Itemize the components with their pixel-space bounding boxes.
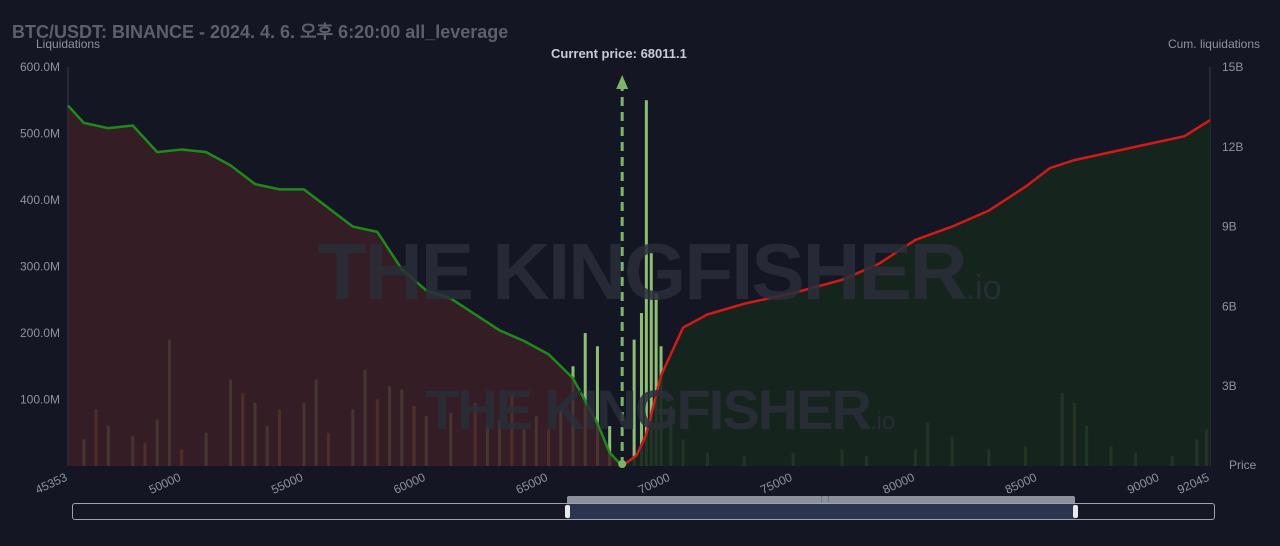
y-tick-label: 100.0M xyxy=(20,393,60,407)
watermark-small: THE KINGFISHER.io xyxy=(425,378,896,441)
long-side-area xyxy=(622,120,1210,466)
x-tick-label: 65000 xyxy=(514,470,550,497)
long-cum-line xyxy=(621,119,1211,468)
x-tick-label: 45353 xyxy=(33,470,69,497)
y-tick-label: 200.0M xyxy=(20,326,60,340)
liquidation-bar xyxy=(632,339,636,466)
current-price-dot xyxy=(618,460,627,468)
liquidation-bar xyxy=(608,426,612,466)
x-tick-label: 80000 xyxy=(881,470,917,497)
x-tick-label: 60000 xyxy=(391,470,427,497)
liquidation-bar xyxy=(639,313,643,466)
range-navigator-selection[interactable] xyxy=(567,504,1075,519)
y2-tick-label: 12B xyxy=(1222,140,1243,154)
chart-title: BTC/USDT: BINANCE - 2024. 4. 6. 오후 6:20:… xyxy=(12,22,509,42)
x-tick-label: 70000 xyxy=(636,470,672,497)
liquidation-bar xyxy=(649,253,653,466)
right-axis-label: Cum. liquidations xyxy=(1167,37,1260,51)
y-tick-label: 500.0M xyxy=(20,127,60,141)
x-tick-label: 92045 xyxy=(1175,470,1211,497)
range-handle-left[interactable] xyxy=(565,505,570,518)
watermark-large: THE KINGFISHER.io xyxy=(318,227,1002,316)
liquidation-bar xyxy=(595,346,599,466)
liquidation-bar xyxy=(654,293,658,466)
x-tick-label: 55000 xyxy=(269,470,305,497)
current-price-label: Current price: 68011.1 xyxy=(551,46,687,61)
liquidation-bar xyxy=(644,100,648,466)
y2-tick-label: 3B xyxy=(1222,379,1237,393)
x-tick-label: 90000 xyxy=(1125,470,1161,497)
x-tick-label: 75000 xyxy=(758,470,794,497)
range-navigator-scrollbar[interactable] xyxy=(567,496,1075,503)
y-tick-label: 600.0M xyxy=(20,60,60,74)
short-side-area xyxy=(68,105,623,466)
left-axis-label: Liquidations xyxy=(36,37,101,51)
range-handle-right[interactable] xyxy=(1073,505,1078,518)
y-tick-label: 400.0M xyxy=(20,193,60,207)
x-tick-label: 50000 xyxy=(147,470,183,497)
current-price-arrow xyxy=(616,75,629,89)
short-cum-line xyxy=(67,104,624,467)
y-tick-label: 300.0M xyxy=(20,260,60,274)
y2-tick-label: 15B xyxy=(1222,60,1243,74)
y2-tick-label: 6B xyxy=(1222,299,1237,313)
x-axis-label: Price xyxy=(1229,458,1257,472)
y2-tick-label: 9B xyxy=(1222,220,1237,234)
x-tick-label: 85000 xyxy=(1003,470,1039,497)
scrollbar-grip-icon: ⋮⋮ xyxy=(818,496,832,503)
